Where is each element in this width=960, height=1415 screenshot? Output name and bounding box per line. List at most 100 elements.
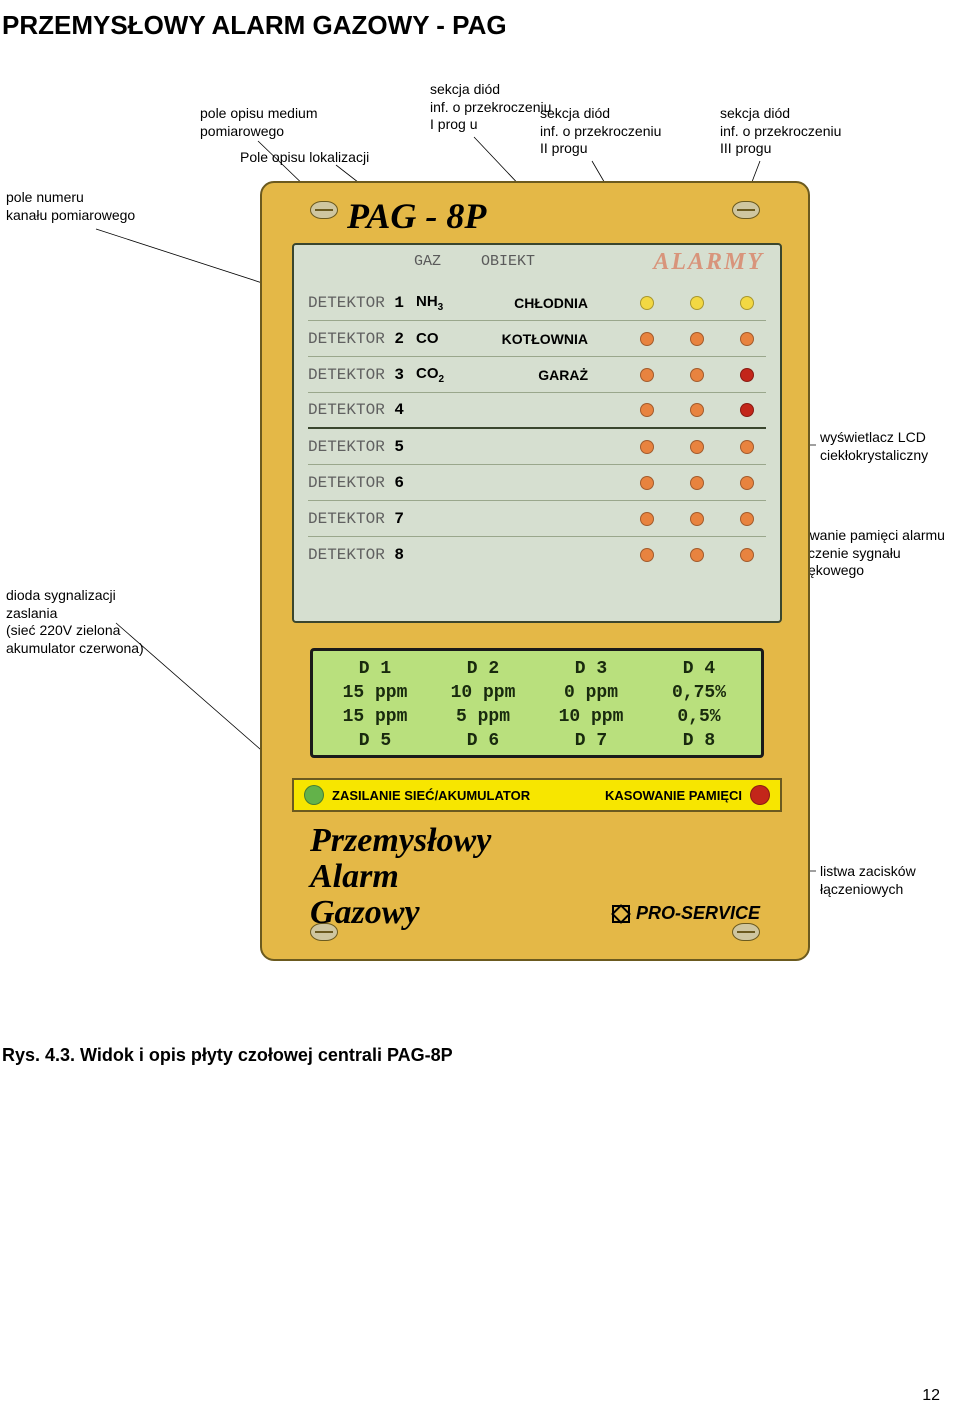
detector-row: DETEKTOR 5 (308, 429, 766, 465)
status-led-icon (740, 548, 754, 562)
led-group (640, 476, 766, 490)
screw-icon (310, 201, 338, 219)
lcd-display: D 1D 2D 3D 415 ppm10 ppm0 ppm0,75%15 ppm… (310, 648, 764, 758)
callout-localization: Pole opisu lokalizacji (240, 149, 420, 167)
detector-label: DETEKTOR 2 (308, 330, 416, 348)
screw-icon (732, 201, 760, 219)
heading-obiekt: OBIEKT (481, 253, 535, 270)
callout-threshold-3: sekcja diódinf. o przekroczeniuIII progu (720, 105, 880, 158)
page-number: 12 (922, 1387, 940, 1405)
lcd-cell: 5 ppm (429, 705, 537, 729)
detector-row: DETEKTOR 4 (308, 393, 766, 429)
control-strip: ZASILANIE SIEĆ/AKUMULATOR KASOWANIE PAMI… (292, 778, 782, 812)
status-led-icon (640, 332, 654, 346)
device-panel: PAG - 8P GAZ OBIEKT ALARMY DETEKTOR 1NH3… (260, 181, 810, 961)
status-led-icon (640, 476, 654, 490)
detector-row: DETEKTOR 7 (308, 501, 766, 537)
detector-label: DETEKTOR 5 (308, 438, 416, 456)
lcd-row: 15 ppm10 ppm0 ppm0,75% (321, 681, 753, 705)
lcd-cell: D 6 (429, 729, 537, 753)
led-group (640, 296, 766, 310)
power-label: ZASILANIE SIEĆ/AKUMULATOR (332, 788, 530, 803)
callout-lcd: wyświetlacz LCDciekłokrystaliczny (820, 429, 960, 464)
diagram-stage: pole numerukanału pomiarowego pole opisu… (0, 41, 960, 1041)
status-led-icon (690, 440, 704, 454)
lcd-cell: D 4 (645, 657, 753, 681)
lcd-cell: 10 ppm (429, 681, 537, 705)
callout-power-led: dioda sygnalizacjizaslania (sieć 220V zi… (6, 587, 166, 657)
detector-row: DETEKTOR 2COKOTŁOWNIA (308, 321, 766, 357)
detector-label: DETEKTOR 8 (308, 546, 416, 564)
lcd-cell: D 3 (537, 657, 645, 681)
detector-row: DETEKTOR 3CO2GARAŻ (308, 357, 766, 393)
led-group (640, 512, 766, 526)
led-group (640, 368, 766, 382)
lcd-cell: D 7 (537, 729, 645, 753)
lcd-cell: 10 ppm (537, 705, 645, 729)
lcd-cell: D 5 (321, 729, 429, 753)
lcd-row: D 5D 6D 7D 8 (321, 729, 753, 753)
status-led-icon (690, 512, 704, 526)
model-label: PAG - 8P (347, 195, 486, 237)
status-led-icon (740, 476, 754, 490)
column-headings: GAZ OBIEKT (414, 253, 535, 270)
detector-rows: DETEKTOR 1NH3CHŁODNIADETEKTOR 2COKOTŁOWN… (308, 285, 766, 573)
status-led-icon (690, 403, 704, 417)
power-led-icon (304, 785, 324, 805)
detector-label: DETEKTOR 6 (308, 474, 416, 492)
object-label: KOTŁOWNIA (470, 331, 600, 347)
status-led-icon (640, 512, 654, 526)
brand-line: Przemysłowy (310, 823, 491, 859)
brand-line: Alarm (310, 859, 491, 895)
heading-gaz: GAZ (414, 253, 441, 270)
status-led-icon (690, 332, 704, 346)
led-group (640, 548, 766, 562)
lcd-cell: D 2 (429, 657, 537, 681)
alarmy-label: ALARMY (653, 249, 764, 276)
status-led-icon (740, 332, 754, 346)
gas-label: CO (416, 330, 470, 347)
lcd-cell: 15 ppm (321, 705, 429, 729)
detector-label: DETEKTOR 1 (308, 294, 416, 312)
status-led-icon (690, 476, 704, 490)
detector-row: DETEKTOR 8 (308, 537, 766, 573)
figure-caption: Rys. 4.3. Widok i opis płyty czołowej ce… (0, 1041, 960, 1070)
status-led-icon (640, 548, 654, 562)
clear-label: KASOWANIE PAMIĘCI (605, 788, 742, 803)
detector-label: DETEKTOR 4 (308, 401, 416, 419)
detector-label: DETEKTOR 3 (308, 366, 416, 384)
callout-medium-desc: pole opisu mediumpomiarowego (200, 105, 350, 140)
status-led-icon (640, 403, 654, 417)
brand-block: Przemysłowy Alarm Gazowy (310, 823, 491, 931)
detector-grid: GAZ OBIEKT ALARMY DETEKTOR 1NH3CHŁODNIAD… (292, 243, 782, 623)
proservice-icon (612, 905, 630, 923)
status-led-icon (740, 368, 754, 382)
status-led-icon (640, 368, 654, 382)
proservice-logo: PRO-SERVICE (612, 903, 760, 924)
status-led-icon (740, 403, 754, 417)
status-led-icon (690, 296, 704, 310)
object-label: GARAŻ (470, 367, 600, 383)
led-group (640, 440, 766, 454)
detector-row: DETEKTOR 1NH3CHŁODNIA (308, 285, 766, 321)
status-led-icon (640, 440, 654, 454)
detector-label: DETEKTOR 7 (308, 510, 416, 528)
lcd-row: 15 ppm5 ppm10 ppm0,5% (321, 705, 753, 729)
brand-line: Gazowy (310, 895, 491, 931)
led-group (640, 332, 766, 346)
proservice-text: PRO-SERVICE (636, 903, 760, 924)
callout-channel-number: pole numerukanału pomiarowego (6, 189, 156, 224)
led-group (640, 403, 766, 417)
gas-label: CO2 (416, 365, 470, 385)
page-title: PRZEMYSŁOWY ALARM GAZOWY - PAG (0, 0, 960, 41)
status-led-icon (740, 440, 754, 454)
status-led-icon (640, 296, 654, 310)
lcd-cell: 0,5% (645, 705, 753, 729)
lcd-cell: 0 ppm (537, 681, 645, 705)
status-led-icon (740, 512, 754, 526)
lcd-cell: 15 ppm (321, 681, 429, 705)
clear-button[interactable] (750, 785, 770, 805)
gas-label: NH3 (416, 293, 470, 313)
lcd-cell: D 8 (645, 729, 753, 753)
callout-threshold-2: sekcja diódinf. o przekroczeniuII progu (540, 105, 700, 158)
